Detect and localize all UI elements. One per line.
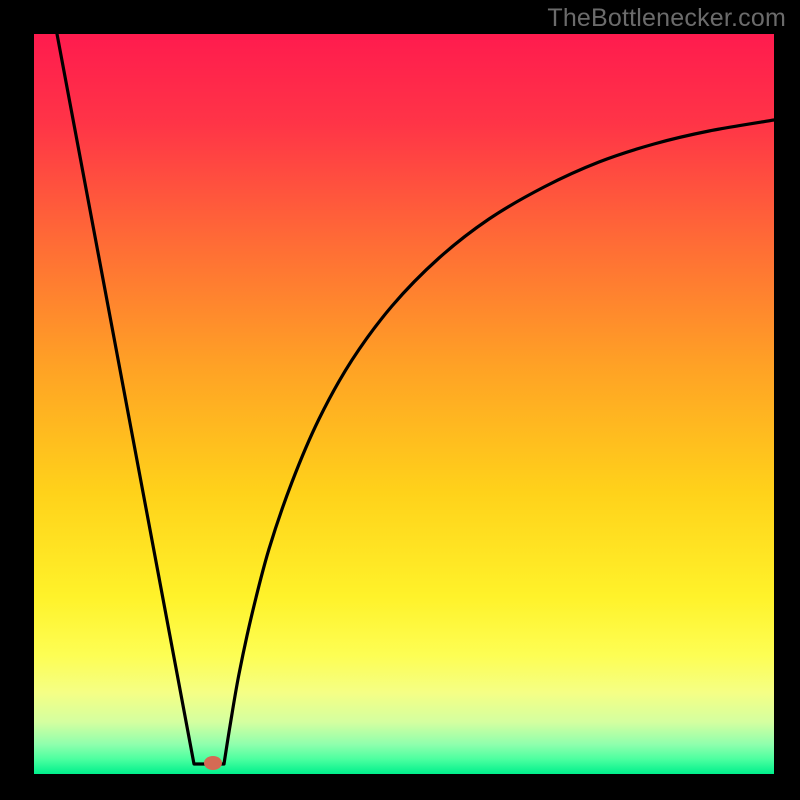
valley-marker bbox=[204, 756, 222, 770]
bottleneck-curve bbox=[57, 34, 774, 764]
chart-container: TheBottlenecker.com bbox=[0, 0, 800, 800]
curve-svg bbox=[34, 34, 774, 774]
watermark-text: TheBottlenecker.com bbox=[547, 4, 786, 33]
plot-area bbox=[34, 34, 774, 774]
